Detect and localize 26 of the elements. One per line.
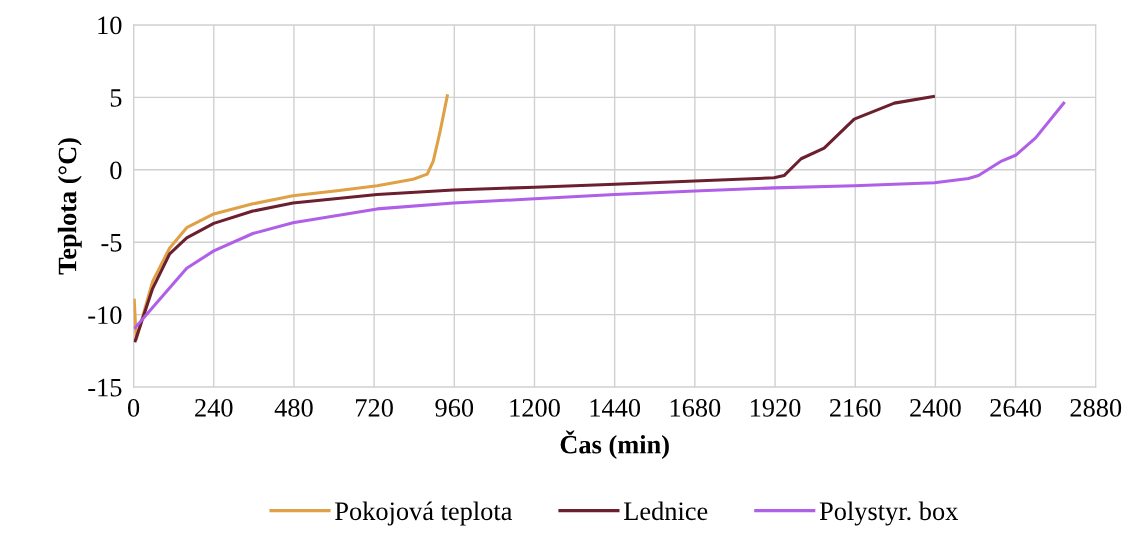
y-tick-label: 10 (98, 16, 122, 35)
y-tick-label: 5 (110, 89, 122, 107)
x-tick-label: 2400 (910, 398, 961, 417)
x-tick-label: 2160 (830, 398, 881, 417)
legend-label: Polystyr. box (819, 501, 959, 526)
x-tick-label: 720 (356, 398, 393, 417)
y-axis-title: Teplota (°C) (57, 138, 82, 275)
x-tick-label: 2640 (990, 398, 1041, 417)
y-tick-label: -5 (101, 234, 122, 252)
y-tick-label: -15 (88, 378, 122, 397)
x-tick-label: 960 (435, 398, 474, 417)
line-series (133, 101, 1066, 330)
x-tick-label: 2880 (1070, 398, 1122, 417)
x-tick-label: 0 (127, 398, 140, 417)
y-tick-label: 0 (110, 161, 122, 180)
x-tick-label: 240 (195, 398, 233, 417)
x-tick-label: 1440 (590, 398, 641, 417)
x-tick-label: 1680 (670, 398, 721, 417)
y-tick-label: -10 (88, 306, 122, 325)
x-tick-label: 1920 (750, 398, 801, 417)
line-series (133, 95, 935, 343)
x-axis-title: Čas (min) (560, 430, 669, 459)
x-tick-label: 480 (274, 398, 313, 417)
legend-label: Lednice (624, 501, 708, 521)
x-tick-label: 1200 (510, 398, 560, 417)
legend-label: Pokojová teplota (335, 501, 513, 526)
